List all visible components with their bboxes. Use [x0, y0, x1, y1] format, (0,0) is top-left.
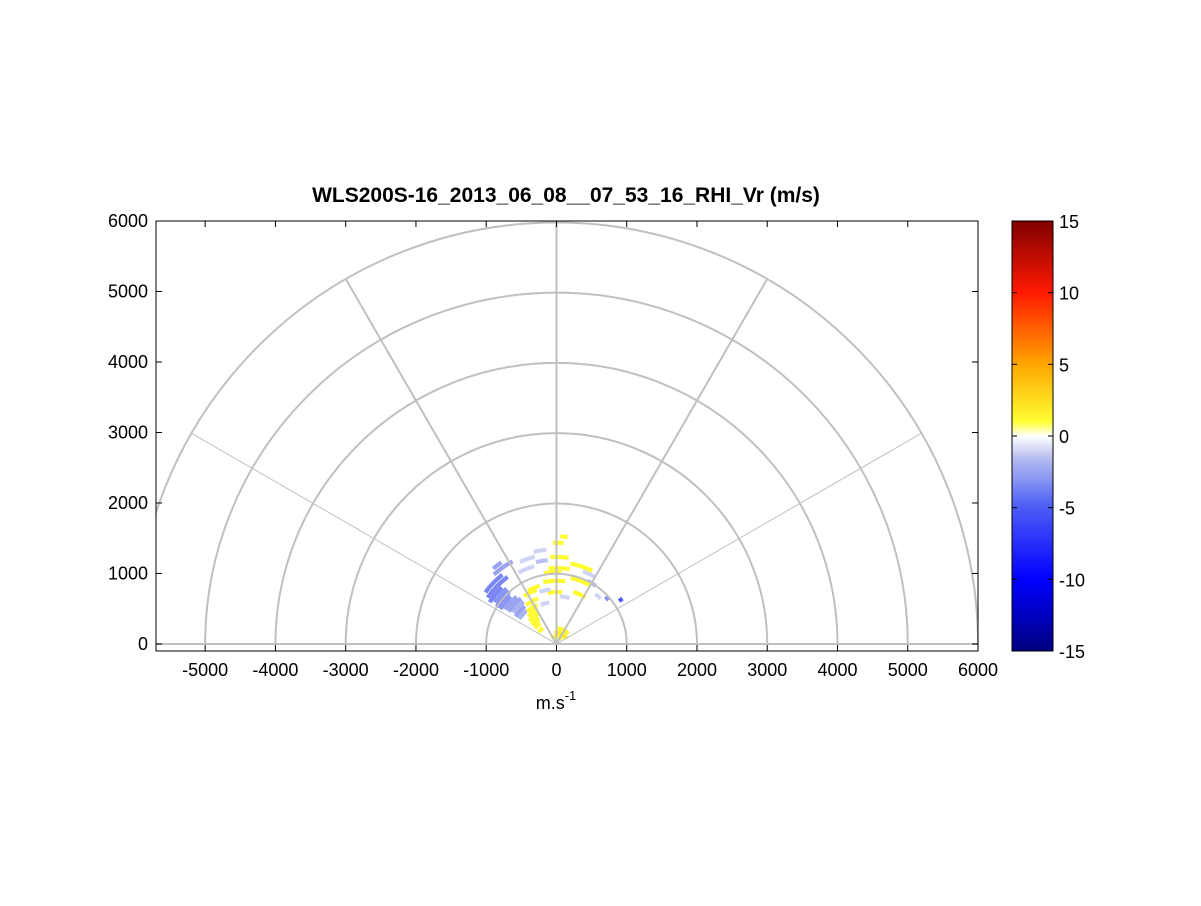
y-tick-label: 5000 [108, 281, 148, 301]
x-tick-label: 5000 [888, 660, 928, 680]
colorbar-tick-label: -5 [1059, 499, 1075, 519]
y-tick-label: 4000 [108, 352, 148, 372]
y-tick-label: 1000 [108, 563, 148, 583]
velocity-gate-23 [553, 541, 564, 545]
colorbar [1012, 221, 1053, 651]
x-axis-label-main: m.s [536, 693, 565, 713]
colorbar-tick-label: 10 [1059, 284, 1079, 304]
x-tick-label: 6000 [958, 660, 998, 680]
colorbar-tick-label: 5 [1059, 355, 1069, 375]
x-tick-label: -5000 [182, 660, 228, 680]
colorbar-tick-label: -15 [1059, 642, 1085, 662]
colorbar-tick-label: 15 [1059, 212, 1079, 232]
x-tick-label: -2000 [393, 660, 439, 680]
y-tick-label: 0 [138, 634, 148, 654]
velocity-gate-22 [560, 534, 568, 539]
x-tick-label: 2000 [677, 660, 717, 680]
plot-area [156, 221, 978, 651]
colorbar-tick-label: -10 [1059, 570, 1085, 590]
x-tick-label: 4000 [817, 660, 857, 680]
x-tick-label: 3000 [747, 660, 787, 680]
x-tick-label: -3000 [323, 660, 369, 680]
chart-title: WLS200S-16_2013_06_08__07_53_16_RHI_Vr (… [312, 184, 820, 207]
y-tick-label: 3000 [108, 422, 148, 442]
y-tick-label: 6000 [108, 211, 148, 231]
x-axis-label-exponent: -1 [565, 688, 577, 703]
y-tick-label: 2000 [108, 493, 148, 513]
colorbar-tick-label: 0 [1059, 427, 1069, 447]
x-tick-label: -1000 [463, 660, 509, 680]
x-tick-label: 1000 [607, 660, 647, 680]
x-tick-label: -4000 [252, 660, 298, 680]
x-tick-label: 0 [551, 660, 561, 680]
